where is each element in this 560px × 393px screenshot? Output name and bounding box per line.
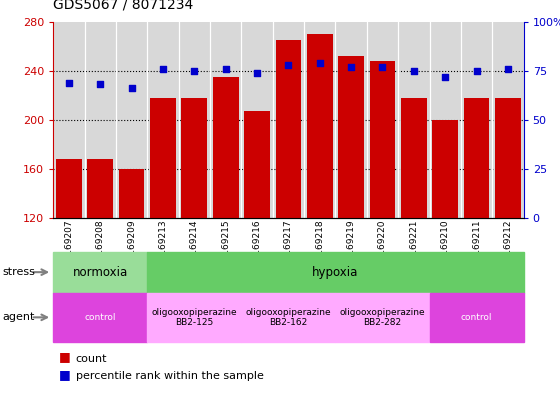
Text: percentile rank within the sample: percentile rank within the sample — [76, 371, 263, 381]
Bar — [147, 293, 241, 342]
Text: oligooxopiperazine
BB2-125: oligooxopiperazine BB2-125 — [152, 308, 237, 327]
Bar — [53, 252, 147, 293]
Point — [472, 68, 481, 74]
Text: oligooxopiperazine
BB2-282: oligooxopiperazine BB2-282 — [340, 308, 425, 327]
Bar — [241, 293, 335, 342]
Bar — [370, 61, 395, 218]
Point — [347, 64, 356, 70]
Point — [158, 66, 167, 72]
Bar — [244, 111, 270, 218]
Text: ■: ■ — [59, 351, 71, 364]
Text: agent: agent — [3, 312, 35, 322]
Bar — [150, 98, 176, 218]
Point — [503, 66, 512, 72]
Bar — [53, 293, 147, 342]
Point — [441, 73, 450, 80]
Bar — [430, 293, 524, 342]
Text: GDS5067 / 8071234: GDS5067 / 8071234 — [53, 0, 193, 12]
Point — [409, 68, 418, 74]
Bar — [276, 40, 301, 218]
Bar — [307, 34, 333, 218]
Bar — [87, 159, 113, 218]
Bar — [56, 159, 82, 218]
Bar — [335, 293, 430, 342]
Point — [378, 64, 387, 70]
Point — [284, 62, 293, 68]
Bar — [432, 120, 458, 218]
Text: normoxia: normoxia — [73, 266, 128, 279]
Point — [64, 79, 73, 86]
Bar — [181, 98, 207, 218]
Text: control: control — [461, 313, 492, 322]
Bar — [495, 98, 521, 218]
Bar — [119, 169, 144, 218]
Bar — [213, 77, 239, 218]
Point — [315, 60, 324, 66]
Point — [221, 66, 230, 72]
Text: hypoxia: hypoxia — [312, 266, 358, 279]
Text: oligooxopiperazine
BB2-162: oligooxopiperazine BB2-162 — [246, 308, 331, 327]
Text: stress: stress — [3, 267, 36, 277]
Text: control: control — [85, 313, 116, 322]
Bar — [338, 56, 364, 218]
Point — [253, 70, 262, 76]
Bar — [401, 98, 427, 218]
Point — [190, 68, 199, 74]
Bar — [147, 252, 524, 293]
Text: ■: ■ — [59, 368, 71, 381]
Point — [127, 85, 136, 92]
Text: count: count — [76, 354, 107, 364]
Point — [96, 81, 105, 88]
Bar — [464, 98, 489, 218]
